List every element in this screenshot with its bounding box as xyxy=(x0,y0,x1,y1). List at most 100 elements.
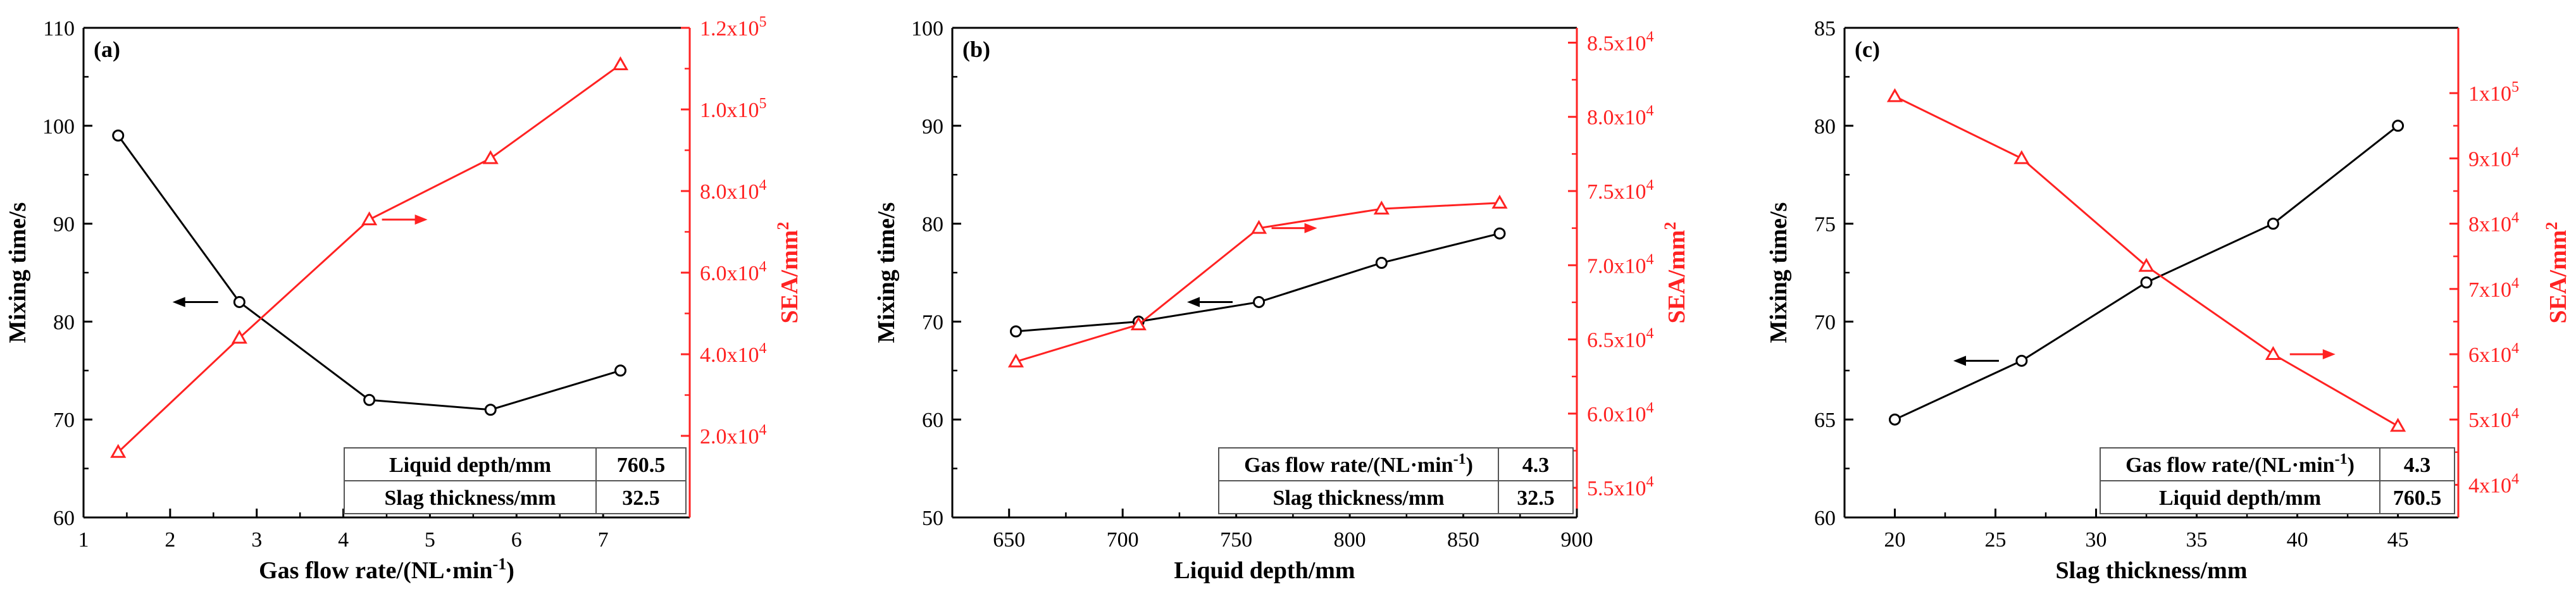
y2-tick-exponent: 4 xyxy=(2511,275,2519,292)
y2-axis-title: SEA/mm2 xyxy=(1661,222,1690,324)
chart-panel-c: 20 25 30 35 40 456065707580854x1045x1046x1047… xyxy=(1765,17,2572,584)
x-tick-label: 25 xyxy=(1985,528,2007,552)
y2-tick-exponent: 4 xyxy=(1646,28,1654,45)
y2-tick-exponent: 4 xyxy=(1646,474,1654,490)
y2-axis-title-text: SEA/mm xyxy=(1664,230,1690,324)
y-tick-label: 75 xyxy=(1814,213,1836,237)
y2-tick-label: 9x104 xyxy=(2468,144,2519,171)
data-point-triangle xyxy=(1373,201,1390,215)
series-line-mixing-time xyxy=(117,135,621,411)
data-point-circle xyxy=(2392,120,2405,132)
data-point-circle xyxy=(614,364,627,377)
y-tick-label: 65 xyxy=(1814,409,1836,432)
x-tick-label: 800 xyxy=(1334,528,1366,552)
data-point-circle xyxy=(1009,325,1022,338)
y-tick-label: 60 xyxy=(1814,507,1836,530)
x-tick-label: 2 xyxy=(165,528,175,552)
arrow-head xyxy=(2322,349,2336,359)
chart-panel-b: 650 700 750 800 850 90050607080901005.5x1046.… xyxy=(873,17,1690,584)
y2-tick-label: 6.0x104 xyxy=(1587,400,1654,426)
arrow-head xyxy=(1953,356,1966,366)
series-line-mixing-time xyxy=(1016,232,1500,333)
y2-axis-title-sup: 2 xyxy=(2542,222,2561,230)
y-tick-label: 60 xyxy=(53,507,75,530)
y2-axis-title-text: SEA/mm xyxy=(2545,230,2572,324)
y2-tick-mantissa: 4.0x10 xyxy=(700,343,759,367)
x-tick-label: 45 xyxy=(2387,528,2409,552)
y-tick-label: 80 xyxy=(922,213,943,237)
x-tick-label: 650 xyxy=(993,528,1025,552)
data-point-circle xyxy=(363,393,376,406)
y2-tick-label: 7.5x104 xyxy=(1587,177,1654,204)
x-axis-title-text: Gas flow rate/(NL·min xyxy=(259,557,492,584)
data-point-triangle xyxy=(1250,220,1267,234)
legend-param-name: Slag thickness/mm xyxy=(1272,486,1444,510)
y2-axis-title-sup: 2 xyxy=(1661,222,1679,230)
y2-axis-title: SEA/mm2 xyxy=(2542,222,2572,324)
y2-tick-exponent: 4 xyxy=(2511,144,2519,161)
y2-axis-title-sup: 2 xyxy=(774,222,792,230)
y-axis-title: Mixing time/s xyxy=(1765,202,1792,343)
legend-param-sup: -1 xyxy=(2335,451,2348,467)
legend-param-value: 32.5 xyxy=(1517,486,1555,510)
y2-tick-label: 6.5x104 xyxy=(1587,326,1654,352)
y2-tick-mantissa: 5.5x10 xyxy=(1587,477,1646,500)
y2-tick-mantissa: 8.0x10 xyxy=(1587,106,1646,130)
y2-tick-mantissa: 7.0x10 xyxy=(1587,254,1646,278)
arrow-head xyxy=(1304,223,1317,233)
y2-tick-mantissa: 1.0x10 xyxy=(700,99,759,122)
y2-tick-label: 7.0x104 xyxy=(1587,251,1654,278)
y-axis-title: Mixing time/s xyxy=(4,202,31,343)
y2-tick-label: 8x104 xyxy=(2468,210,2519,237)
legend-param-text: Gas flow rate/(NL·min xyxy=(1244,454,1453,477)
y2-tick-label: 6x104 xyxy=(2468,340,2519,367)
x-tick-label: 750 xyxy=(1220,528,1252,552)
legend-param-text: Gas flow rate/(NL·min xyxy=(2125,454,2335,477)
x-tick-label: 850 xyxy=(1447,528,1479,552)
x-tick-label: 1 xyxy=(78,528,89,552)
y2-tick-label: 7x104 xyxy=(2468,275,2519,302)
legend-param-text: Liquid depth/mm xyxy=(2159,486,2321,510)
y2-tick-exponent: 4 xyxy=(759,340,767,357)
y-tick-label: 80 xyxy=(1814,115,1836,139)
legend-param-value: 760.5 xyxy=(2393,486,2442,510)
y2-tick-mantissa: 7.5x10 xyxy=(1587,180,1646,204)
x-axis-title: Slag thickness/mm xyxy=(2056,557,2248,584)
x-tick-label: 5 xyxy=(425,528,435,552)
y2-axis-title-text: SEA/mm xyxy=(776,230,803,324)
chart-panel-a: 1 2 3 4 5 6 7607080901001102.0x1044.0x1046.0x1… xyxy=(4,14,803,584)
y2-tick-exponent: 4 xyxy=(1646,326,1654,342)
y-axis-title: Mixing time/s xyxy=(873,202,900,343)
y2-tick-exponent: 5 xyxy=(759,14,767,30)
y2-tick-exponent: 4 xyxy=(759,259,767,275)
data-point-circle xyxy=(1889,413,1901,426)
y2-tick-exponent: 4 xyxy=(2511,405,2519,422)
x-tick-label: 700 xyxy=(1107,528,1139,552)
legend-param-value: 760.5 xyxy=(617,454,666,477)
x-tick-label: 30 xyxy=(2086,528,2107,552)
data-point-circle xyxy=(1493,227,1506,240)
y2-tick-mantissa: 5x10 xyxy=(2468,409,2511,432)
data-point-triangle xyxy=(1491,194,1508,209)
legend-param-name: Liquid depth/mm xyxy=(389,454,551,477)
y2-tick-mantissa: 8.5x10 xyxy=(1587,32,1646,55)
y-tick-label: 70 xyxy=(53,409,75,432)
y2-tick-exponent: 4 xyxy=(1646,103,1654,120)
y-tick-label: 100 xyxy=(42,115,75,139)
y2-axis-title: SEA/mm2 xyxy=(774,222,803,324)
y2-tick-exponent: 4 xyxy=(2511,210,2519,226)
y2-tick-mantissa: 1x10 xyxy=(2468,82,2511,106)
x-tick-label: 35 xyxy=(2186,528,2208,552)
legend-param-end: ) xyxy=(1466,454,1473,477)
data-point-circle xyxy=(1253,295,1266,308)
legend-param-name: Liquid depth/mm xyxy=(2159,486,2321,510)
x-axis-title: Gas flow rate/(NL·min-1) xyxy=(259,555,514,584)
legend-param-value: 32.5 xyxy=(622,486,660,510)
legend-param-value: 4.3 xyxy=(2404,454,2431,477)
y-tick-label: 85 xyxy=(1814,17,1836,40)
data-point-triangle xyxy=(1886,88,1903,102)
legend-param-text: Liquid depth/mm xyxy=(389,454,551,477)
data-point-triangle xyxy=(2265,345,2281,360)
legend-param-value: 4.3 xyxy=(1522,454,1550,477)
